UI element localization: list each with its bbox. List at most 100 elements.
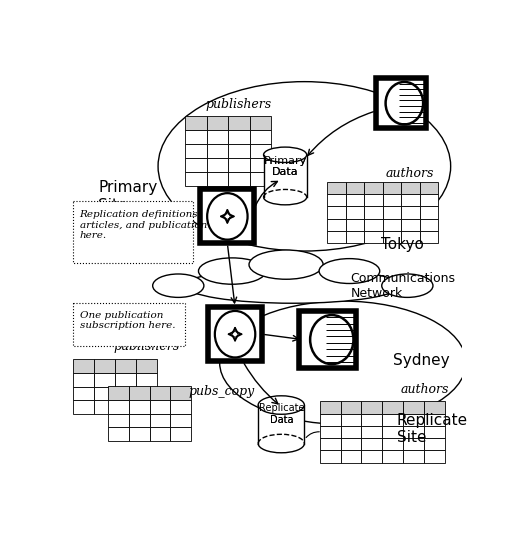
Bar	[424, 401, 444, 413]
Bar	[73, 400, 94, 415]
Bar	[207, 130, 228, 144]
Bar	[108, 386, 129, 400]
Bar	[207, 144, 228, 158]
Bar	[365, 182, 383, 194]
Bar	[250, 116, 271, 130]
Bar	[207, 158, 228, 172]
Bar	[208, 307, 262, 361]
Bar	[258, 405, 304, 444]
Bar	[365, 194, 383, 206]
Bar	[401, 231, 420, 243]
Bar	[115, 400, 136, 415]
Bar	[299, 311, 356, 369]
Bar	[340, 413, 362, 426]
Text: Replicate
Site: Replicate Site	[397, 413, 468, 445]
Text: authors: authors	[385, 167, 434, 180]
Bar	[401, 182, 420, 194]
Bar	[403, 438, 424, 450]
Bar	[382, 413, 403, 426]
Bar	[129, 400, 149, 413]
Bar	[250, 130, 271, 144]
Bar	[94, 359, 115, 373]
Ellipse shape	[220, 301, 466, 424]
Bar	[115, 359, 136, 373]
Bar	[185, 116, 207, 130]
Bar	[228, 158, 250, 172]
Bar	[401, 219, 420, 231]
Bar	[346, 206, 365, 219]
Bar	[403, 426, 424, 438]
Ellipse shape	[310, 315, 353, 364]
Bar	[207, 172, 228, 185]
Bar	[346, 194, 365, 206]
Text: Replicate
Data: Replicate Data	[259, 404, 304, 425]
Bar	[228, 130, 250, 144]
Bar	[136, 359, 157, 373]
Ellipse shape	[386, 82, 423, 124]
Bar	[346, 182, 365, 194]
Bar	[375, 78, 425, 128]
Bar	[362, 401, 382, 413]
Bar	[136, 400, 157, 415]
Bar	[401, 206, 420, 219]
Bar	[365, 231, 383, 243]
Bar	[401, 194, 420, 206]
Bar	[185, 158, 207, 172]
Bar	[420, 206, 438, 219]
Bar	[382, 438, 403, 450]
Bar	[424, 426, 444, 438]
Text: pubs_copy: pubs_copy	[189, 385, 255, 397]
Bar	[383, 206, 401, 219]
Bar	[170, 427, 191, 441]
Bar	[129, 413, 149, 427]
Bar	[420, 231, 438, 243]
Bar	[73, 386, 94, 400]
Bar	[170, 386, 191, 400]
Ellipse shape	[215, 311, 255, 358]
Bar	[228, 172, 250, 185]
Bar	[328, 231, 346, 243]
Ellipse shape	[249, 250, 323, 279]
Bar	[365, 219, 383, 231]
Bar	[185, 130, 207, 144]
Bar	[362, 426, 382, 438]
Ellipse shape	[152, 274, 204, 298]
Bar	[108, 400, 129, 413]
Ellipse shape	[258, 396, 304, 415]
Bar	[73, 373, 94, 386]
Bar	[228, 116, 250, 130]
Bar	[129, 427, 149, 441]
Ellipse shape	[319, 259, 380, 284]
Bar	[73, 201, 193, 263]
Bar	[403, 401, 424, 413]
Bar	[94, 400, 115, 415]
Bar	[346, 231, 365, 243]
Bar	[149, 413, 170, 427]
Bar	[250, 144, 271, 158]
Bar	[362, 438, 382, 450]
Text: Communications
Network: Communications Network	[351, 272, 456, 300]
Bar	[207, 116, 228, 130]
Text: publishers: publishers	[113, 341, 180, 353]
Ellipse shape	[264, 147, 306, 162]
Bar	[320, 401, 340, 413]
Ellipse shape	[382, 274, 433, 298]
Bar	[320, 426, 340, 438]
Bar	[320, 438, 340, 450]
Text: Primary
Data: Primary Data	[264, 156, 307, 177]
Bar	[250, 158, 271, 172]
Bar	[340, 450, 362, 463]
Text: publishers: publishers	[206, 98, 272, 111]
Bar	[365, 206, 383, 219]
Bar	[149, 386, 170, 400]
Bar	[185, 144, 207, 158]
Bar	[149, 400, 170, 413]
Bar	[200, 189, 254, 243]
Bar	[424, 438, 444, 450]
Bar	[346, 219, 365, 231]
Text: Tokyo: Tokyo	[381, 237, 424, 252]
Bar	[320, 450, 340, 463]
Bar	[320, 413, 340, 426]
Bar	[383, 219, 401, 231]
Bar	[382, 426, 403, 438]
